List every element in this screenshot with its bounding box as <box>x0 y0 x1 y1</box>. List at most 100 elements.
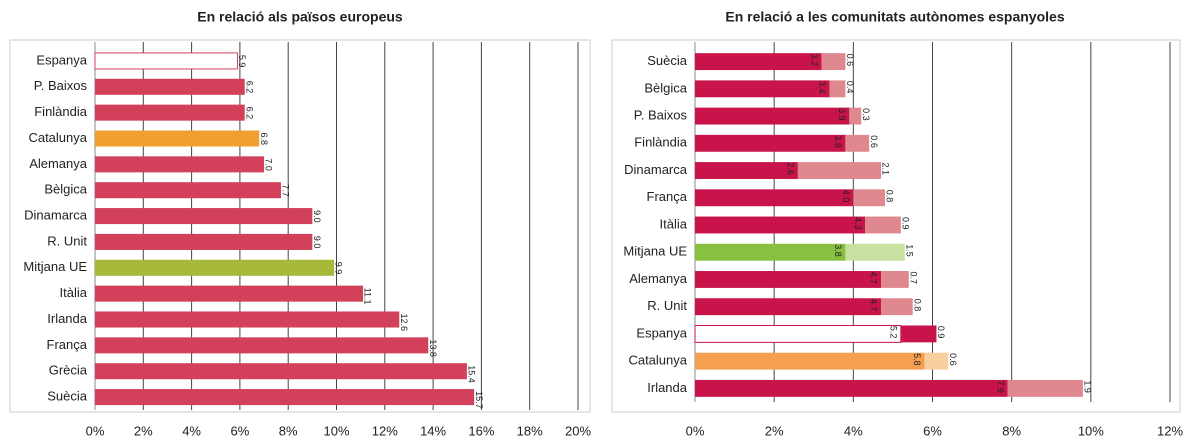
bar-segment <box>695 216 866 234</box>
y-tick-label: Catalunya <box>628 353 687 368</box>
bar-segment <box>900 325 937 343</box>
y-tick-label: Itàlia <box>60 285 88 300</box>
bar-segment <box>695 107 850 125</box>
frame <box>9 39 591 413</box>
y-tick-label: P. Baixos <box>34 78 88 93</box>
value-label: 6.2 <box>244 81 254 94</box>
value-label: 6.8 <box>259 133 269 146</box>
x-tick-label: 12% <box>1157 423 1183 436</box>
value-label: 15.4 <box>467 365 477 383</box>
value-label: 0.6 <box>948 353 958 366</box>
x-tick-label: 4% <box>182 423 201 436</box>
value-label: 4.7 <box>869 299 879 312</box>
value-label: 2.6 <box>786 163 796 176</box>
y-tick-label: Finlàndia <box>34 104 88 119</box>
bar <box>95 233 313 250</box>
y-tick-label: França <box>647 189 688 204</box>
bar-segment <box>797 162 882 179</box>
value-label: 2.1 <box>881 163 891 176</box>
y-tick-label: Espanya <box>36 52 87 67</box>
x-tick-label: 2% <box>134 423 153 436</box>
bar-segment <box>695 243 846 261</box>
bar-segment <box>865 216 901 234</box>
value-label: 7.7 <box>281 184 291 197</box>
bar-segment <box>881 298 913 316</box>
bar <box>95 311 400 328</box>
bar <box>95 337 429 354</box>
bar-segment <box>694 324 902 343</box>
bar-segment <box>695 271 882 288</box>
bar <box>95 156 265 173</box>
y-tick-label: Suècia <box>47 389 88 404</box>
bar-segment <box>695 162 798 179</box>
bar-segment <box>1007 379 1083 397</box>
bar <box>95 130 260 147</box>
bar-segment <box>924 352 949 370</box>
x-tick-label: 6% <box>923 423 942 436</box>
bar <box>95 104 245 121</box>
value-label: 9.0 <box>312 210 322 223</box>
value-label: 0.8 <box>912 299 922 312</box>
y-tick-label: França <box>47 337 88 352</box>
value-label: 4.7 <box>869 271 879 284</box>
value-label: 0.4 <box>845 81 855 94</box>
value-label: 0.9 <box>936 326 946 339</box>
y-tick-label: Suècia <box>647 53 688 68</box>
bar-segment <box>695 189 854 207</box>
x-tick-label: 14% <box>420 423 446 436</box>
value-label: 4.0 <box>841 190 851 203</box>
value-label: 6.2 <box>244 107 254 120</box>
bar-segment <box>695 53 822 71</box>
y-tick-label: P. Baixos <box>634 108 688 123</box>
value-label: 1.9 <box>1083 380 1093 393</box>
x-tick-label: 10% <box>1078 423 1104 436</box>
value-label: 3.4 <box>817 81 827 94</box>
value-label: 5.2 <box>888 326 898 339</box>
value-label: 0.6 <box>869 135 879 148</box>
value-label: 7.9 <box>995 380 1005 393</box>
x-tick-label: 8% <box>1002 423 1021 436</box>
y-tick-label: Dinamarca <box>24 208 88 223</box>
bar-segment <box>881 271 909 288</box>
value-label: 13.8 <box>428 339 438 357</box>
value-label: 7.0 <box>264 158 274 171</box>
y-tick-label: Itàlia <box>660 216 688 231</box>
x-tick-label: 2% <box>765 423 784 436</box>
bar-segment <box>695 352 925 370</box>
y-tick-label: Irlanda <box>47 311 88 326</box>
y-tick-label: Mitjana UE <box>623 244 687 259</box>
value-label: 3.2 <box>809 54 819 67</box>
y-tick-label: Alemanya <box>29 156 88 171</box>
value-label: 11.1 <box>363 288 373 305</box>
value-label: 15.7 <box>474 391 484 409</box>
x-tick-label: 16% <box>468 423 494 436</box>
y-tick-label: Bèlgica <box>44 182 87 197</box>
bar-segment <box>821 53 846 71</box>
y-tick-label: Catalunya <box>28 130 87 145</box>
value-label: 1.5 <box>904 244 914 257</box>
bar-segment <box>695 298 882 316</box>
value-label: 0.3 <box>861 108 871 121</box>
bar-segment <box>695 379 1008 397</box>
x-tick-label: 0% <box>86 423 105 436</box>
y-tick-label: Mitjana UE <box>23 259 87 274</box>
bar-segment <box>695 134 846 152</box>
x-tick-label: 6% <box>231 423 250 436</box>
bar-segment <box>829 80 846 98</box>
bar <box>95 363 467 380</box>
value-label: 0.8 <box>885 190 895 203</box>
bar <box>94 52 238 70</box>
value-label: 4.3 <box>853 217 863 230</box>
value-label: 3.8 <box>833 135 843 148</box>
value-label: 12.6 <box>399 314 409 332</box>
bar <box>95 208 313 225</box>
bar <box>95 182 281 199</box>
y-tick-label: Irlanda <box>647 380 688 395</box>
value-label: 3.8 <box>833 244 843 257</box>
bar-segment <box>853 189 885 207</box>
x-tick-label: 0% <box>686 423 705 436</box>
y-tick-label: Alemanya <box>629 271 688 286</box>
x-tick-label: 10% <box>323 423 349 436</box>
value-label: 9.0 <box>312 236 322 249</box>
